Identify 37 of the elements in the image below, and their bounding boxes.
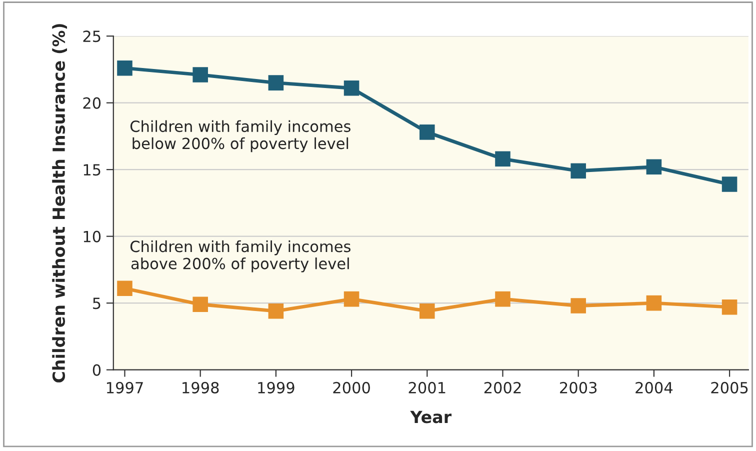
point [420,303,435,319]
point [192,296,208,312]
point [495,291,510,307]
y-tick-label: 20 [83,97,101,109]
x-tick-label: 2005 [711,382,748,394]
point [117,60,132,76]
x-axis-title: Year [410,410,452,424]
x-tick-label: 1998 [182,382,219,394]
point [268,303,284,319]
x-tick-label: 1999 [258,382,294,394]
point [570,298,586,314]
point [344,80,360,96]
point [268,75,284,90]
point [646,159,662,175]
point [192,67,208,82]
point [570,163,586,179]
point [344,291,360,307]
series-label: Children with family incomes above 200% of poverty level [130,240,350,272]
x-tick-label: 2004 [636,382,673,394]
point [420,124,435,140]
x-tick-label: 1997 [106,382,143,394]
x-tick-label: 2000 [333,382,370,394]
y-tick-label: 15 [84,164,100,176]
x-tick-label: 2003 [560,382,597,394]
point [495,151,510,167]
point [646,295,662,311]
y-tick-label: 10 [84,230,101,242]
point [117,280,132,296]
y-axis-title: Children without Health Insurance (%) [52,24,67,382]
y-tick-label: 25 [83,30,100,42]
x-tick-label: 2001 [408,382,446,394]
series-label: Children with family incomes below 200% of poverty level [130,120,350,152]
point [722,176,738,192]
y-tick-label: 0 [92,364,101,376]
point [722,299,738,315]
x-tick-label: 2002 [484,382,521,394]
y-tick-label: 5 [93,298,100,310]
